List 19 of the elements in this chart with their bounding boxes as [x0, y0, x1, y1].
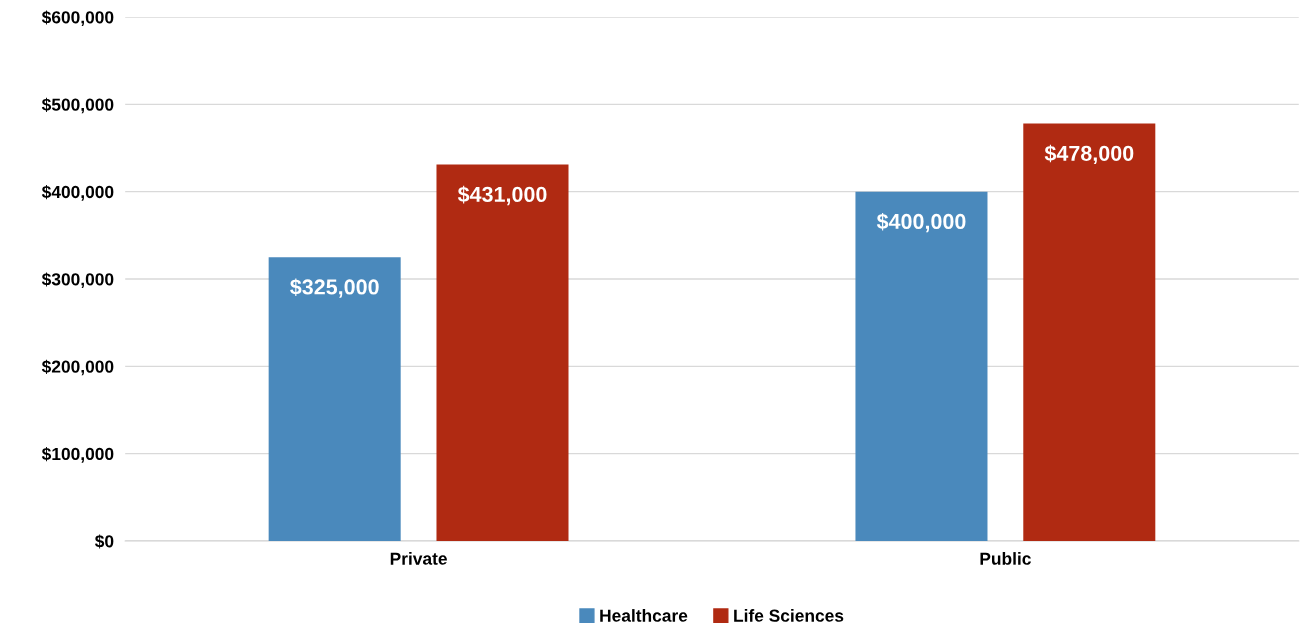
legend-label: Healthcare [600, 609, 688, 622]
bar [855, 191, 988, 541]
y-tick-label: $400,000 [41, 185, 114, 201]
y-tick-label: $200,000 [41, 359, 114, 376]
y-tick-label: $500,000 [41, 97, 114, 114]
x-tick-label: Public [980, 552, 1031, 565]
y-tick-label: $0 [94, 534, 114, 549]
bar [436, 164, 569, 541]
y-tick-label: $100,000 [41, 447, 114, 463]
data-label: $325,000 [290, 278, 379, 298]
x-tick-label: Private [390, 552, 447, 565]
legend-label: Life Sciences [734, 609, 844, 622]
bar [268, 257, 401, 541]
bar [1023, 123, 1156, 541]
data-label: $431,000 [457, 185, 547, 206]
data-label: $478,000 [1044, 144, 1134, 165]
data-label: $400,000 [876, 212, 966, 233]
y-tick-label: $600,000 [41, 10, 114, 26]
y-tick-label: $300,000 [41, 272, 114, 288]
